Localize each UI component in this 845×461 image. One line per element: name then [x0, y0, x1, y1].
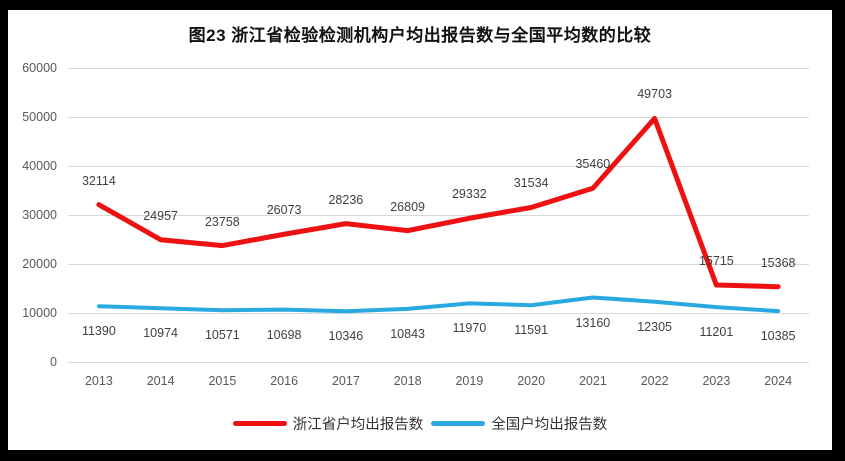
- gridline: [68, 166, 809, 167]
- data-label-zhejiang: 24957: [143, 208, 178, 223]
- data-label-national: 10974: [143, 326, 178, 341]
- y-axis-tick-label: 40000: [22, 159, 57, 173]
- data-label-national: 10698: [266, 327, 302, 342]
- data-label-zhejiang: 23758: [204, 214, 240, 229]
- gridline: [68, 215, 809, 216]
- data-label-national: 10571: [204, 328, 240, 343]
- data-label-zhejiang: 31534: [513, 176, 549, 191]
- y-axis-tick-label: 10000: [22, 306, 57, 320]
- data-label-zhejiang: 26809: [390, 199, 425, 214]
- x-axis-tick-label: 2023: [702, 374, 731, 388]
- data-label-national: 11970: [452, 321, 487, 336]
- y-axis-tick-label: 0: [50, 355, 57, 369]
- data-label-zhejiang: 35460: [575, 157, 611, 172]
- chart-frame: 图23 浙江省检验检测机构户均出报告数与全国平均数的比较 0 10000 20000…: [8, 10, 832, 450]
- legend-marker-red-line: [232, 421, 287, 426]
- x-axis-tick-label: 2024: [764, 374, 793, 388]
- legend-label-zhejiang: 浙江省户均出报告数: [292, 417, 424, 433]
- gridline: [68, 117, 809, 118]
- data-label-national: 11201: [699, 325, 734, 340]
- x-axis-tick-label: 2021: [578, 374, 607, 388]
- y-axis-tick-label: 30000: [22, 208, 57, 222]
- plot-area: 0 10000 20000 30000 40000 50000 60000 2013 2014 2…: [8, 10, 832, 450]
- data-label-national: 10385: [760, 329, 796, 344]
- x-axis-tick-label: 2013: [84, 374, 113, 388]
- data-label-zhejiang: 15368: [760, 255, 796, 270]
- data-label-national: 10843: [390, 326, 425, 341]
- legend-label-national: 全国户均出报告数: [491, 417, 608, 433]
- data-label-national: 11390: [81, 324, 116, 339]
- series-line-zhejiang: [96, 115, 781, 290]
- gridline: [68, 264, 809, 265]
- data-label-zhejiang: 49703: [637, 87, 672, 102]
- data-label-zhejiang: 28236: [328, 192, 364, 207]
- legend: 浙江省户均出报告数 全国户均出报告数: [8, 413, 832, 434]
- y-axis-tick-label: 60000: [22, 61, 57, 75]
- y-axis-tick-label: 20000: [22, 257, 57, 271]
- data-label-national: 12305: [637, 319, 672, 334]
- data-label-zhejiang: 29332: [451, 187, 487, 202]
- x-axis-tick-label: 2015: [208, 374, 237, 388]
- gridline: [68, 362, 809, 363]
- x-axis-tick-label: 2022: [640, 374, 669, 388]
- legend-marker-blue-line: [431, 421, 486, 426]
- data-label-zhejiang: 15715: [698, 253, 734, 268]
- data-label-national: 11591: [514, 323, 549, 338]
- x-axis-tick-label: 2018: [393, 374, 422, 388]
- x-axis-tick-label: 2020: [517, 374, 546, 388]
- legend-item-national: 全国户均出报告数: [431, 413, 607, 434]
- gridline: [68, 313, 809, 314]
- series-lines: [96, 115, 781, 314]
- chart-title: 图23 浙江省检验检测机构户均出报告数与全国平均数的比较: [188, 26, 652, 45]
- y-axis-tick-label: 50000: [22, 110, 57, 124]
- x-axis-tick-label: 2016: [270, 374, 299, 388]
- data-label-national: 10346: [328, 329, 364, 344]
- legend-item-zhejiang: 浙江省户均出报告数: [232, 413, 424, 434]
- x-axis-tick-label: 2014: [146, 374, 175, 388]
- data-label-zhejiang: 32114: [81, 173, 116, 188]
- series-line-national: [96, 295, 781, 314]
- data-label-national: 13160: [575, 315, 611, 330]
- data-label-zhejiang: 26073: [266, 203, 302, 218]
- x-axis-tick-label: 2017: [331, 374, 360, 388]
- gridline: [68, 68, 809, 69]
- x-axis-tick-label: 2019: [455, 374, 484, 388]
